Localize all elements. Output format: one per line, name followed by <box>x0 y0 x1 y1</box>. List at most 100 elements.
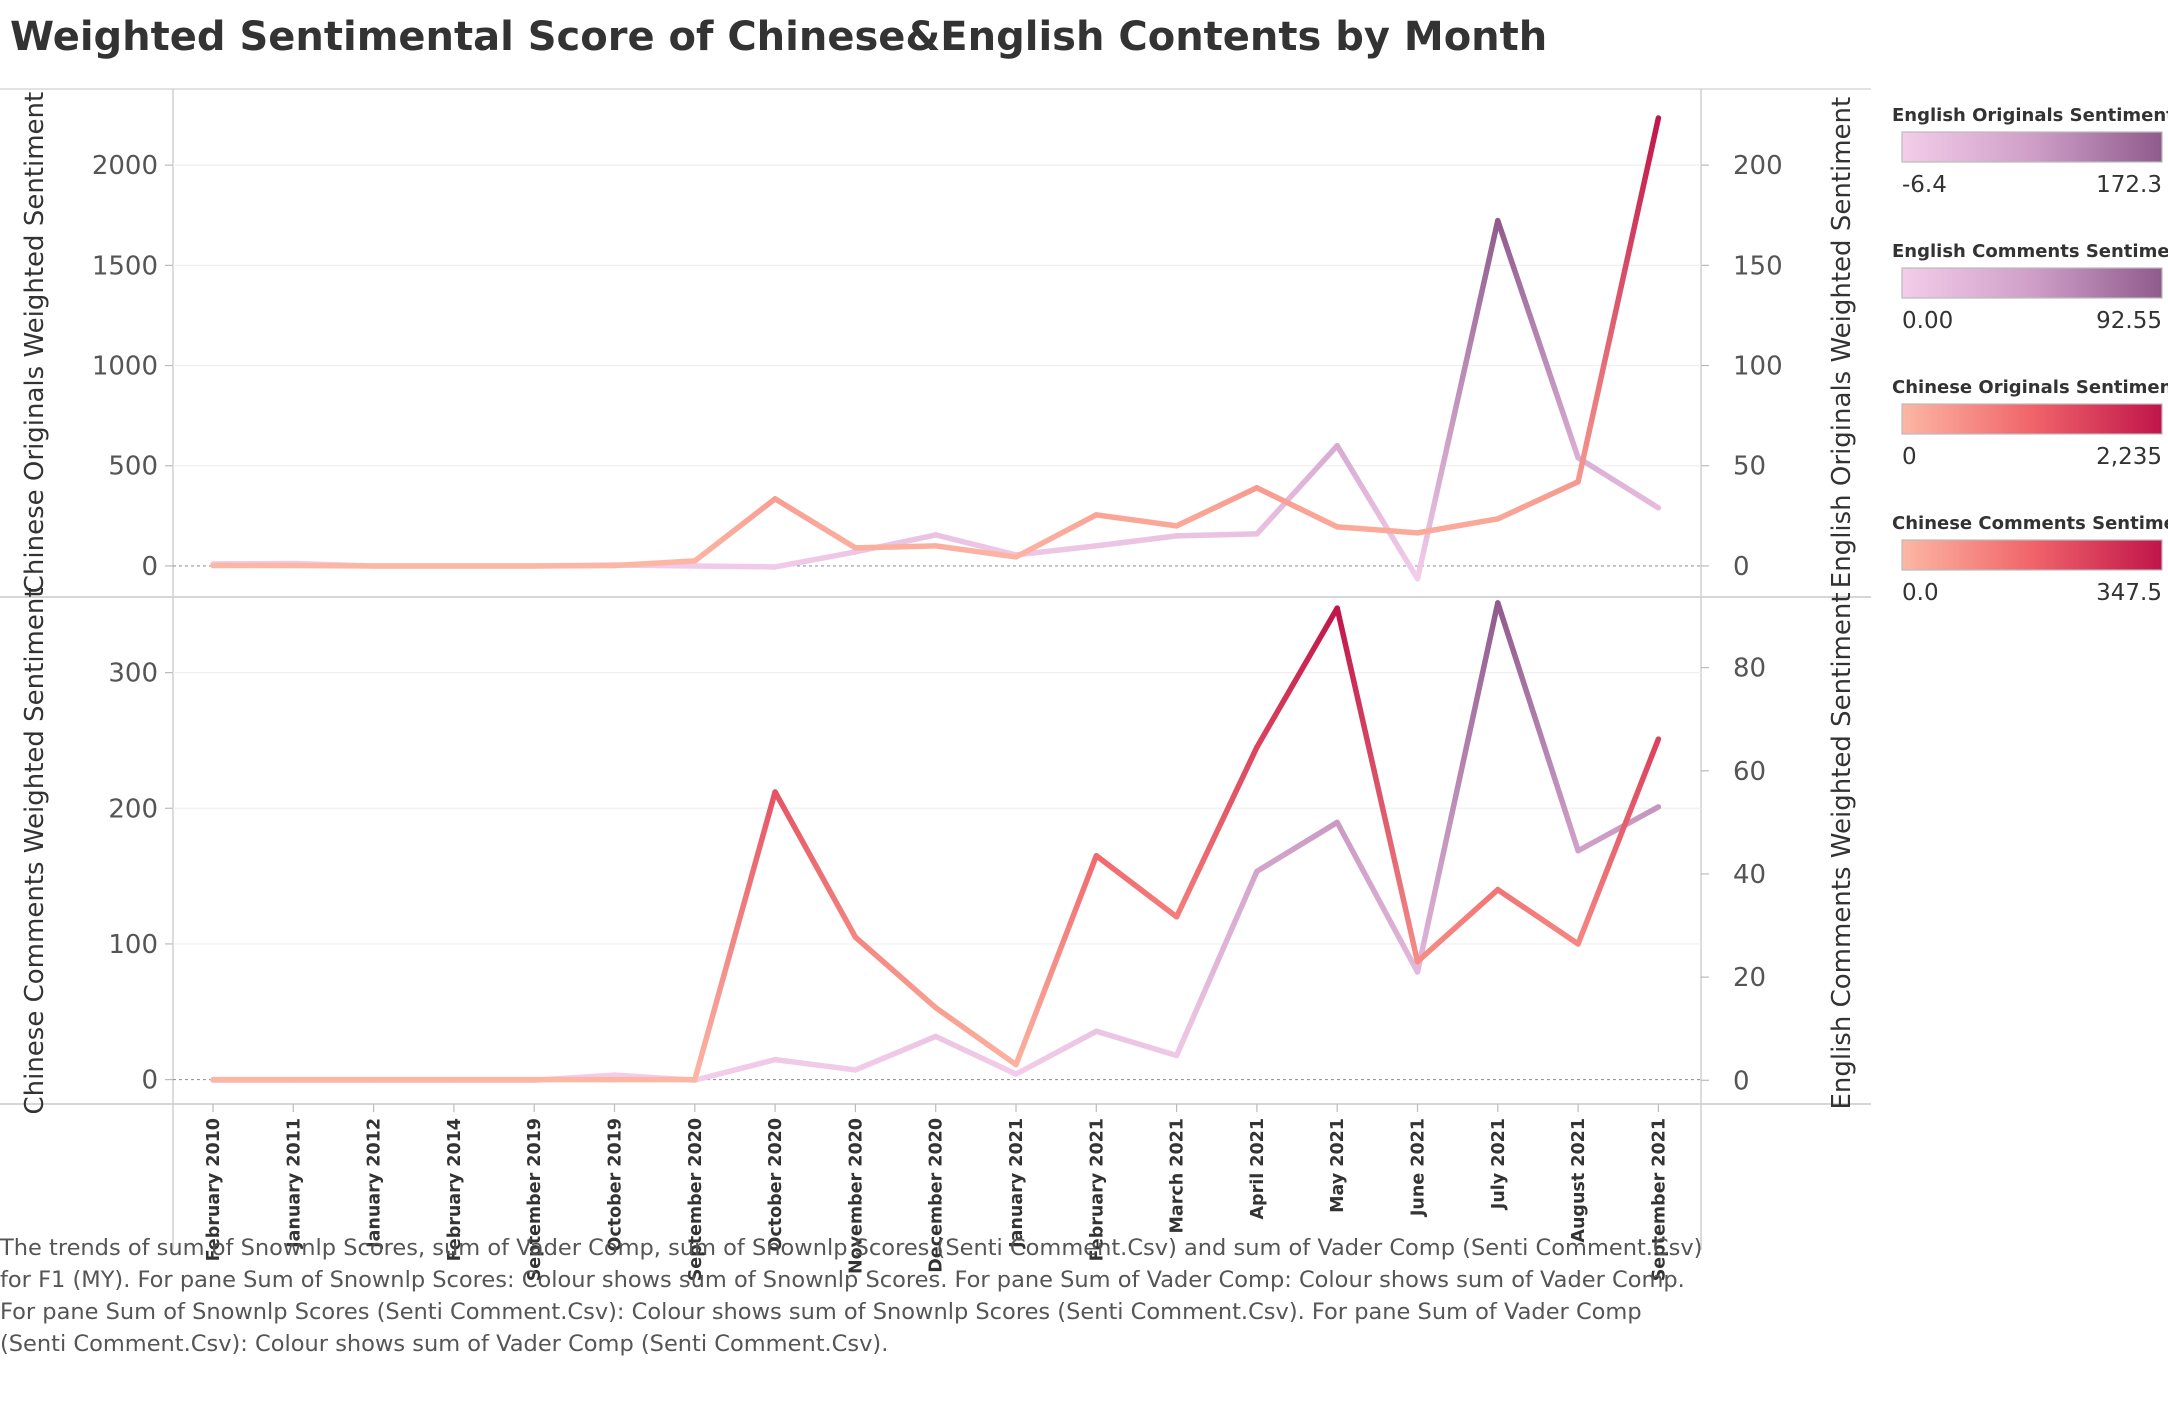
series-segment-chinese-originals-sentiment <box>1093 512 1180 529</box>
left-tick-label: 300 <box>108 659 158 689</box>
series-segment-chinese-originals-sentiment <box>1334 524 1421 536</box>
series-segment-chinese-comments-sentiment <box>1414 886 1501 965</box>
right-tick-label: 200 <box>1733 151 1783 181</box>
series-segment-english-originals-sentiment <box>1093 533 1180 549</box>
series-segment-chinese-originals-sentiment <box>772 496 859 551</box>
series-segment-english-originals-sentiment <box>1575 454 1662 511</box>
right-tick-label: 60 <box>1733 757 1766 787</box>
chart-caption: The trends of sum of Snownlp Scores, sum… <box>0 1232 1720 1360</box>
series-segment-english-comments-sentiment <box>932 1033 1019 1077</box>
series-segment-english-originals-sentiment <box>932 532 1019 558</box>
series-segment-english-comments-sentiment <box>852 1033 939 1073</box>
legend-min-label: 0.00 <box>1902 308 1953 334</box>
legend-title: English Originals Sentiment <box>1892 105 2168 126</box>
right-tick-label: 150 <box>1733 251 1783 281</box>
x-tick-label: September 2020 <box>686 1118 706 1281</box>
series-segment-english-comments-sentiment <box>1575 804 1662 854</box>
series-segment-chinese-comments-sentiment <box>1013 852 1100 1068</box>
series-segment-english-comments-sentiment <box>1254 819 1340 875</box>
x-tick-label: August 2021 <box>1569 1118 1589 1243</box>
right-axis-title: English Originals Weighted Sentiment <box>1827 97 1857 588</box>
series-segment-chinese-comments-sentiment <box>1173 744 1260 920</box>
left-tick-label: 0 <box>141 552 158 582</box>
legend-min-label: -6.4 <box>1902 172 1947 198</box>
series-segment-english-comments-sentiment <box>692 1056 778 1084</box>
x-tick-label: January 2012 <box>365 1118 385 1249</box>
series-segment-chinese-comments-sentiment <box>1254 605 1340 750</box>
series-segment-english-originals-sentiment <box>1495 217 1581 461</box>
series-segment-chinese-originals-sentiment <box>1414 516 1501 536</box>
x-tick-label: July 2021 <box>1489 1118 1509 1210</box>
legend-min-label: 0 <box>1902 444 1917 470</box>
left-tick-label: 0 <box>141 1066 158 1096</box>
series-segment-english-comments-sentiment <box>1013 1028 1100 1077</box>
series-segment-chinese-comments-sentiment <box>1575 736 1662 947</box>
left-tick-label: 2000 <box>92 151 158 181</box>
series-segment-chinese-comments-sentiment <box>932 1004 1019 1068</box>
legend-color-ramp <box>1901 267 2163 299</box>
legend-title: Chinese Comments Sentiment <box>1892 513 2168 534</box>
left-axis-title: Chinese Comments Weighted Sentiment <box>20 587 50 1114</box>
x-tick-label: March 2021 <box>1168 1118 1188 1234</box>
series-segment-chinese-comments-sentiment <box>772 789 859 940</box>
left-axis-title: Chinese Originals Weighted Sentiment <box>20 92 50 593</box>
right-tick-label: 100 <box>1733 352 1783 382</box>
legend-max-label: 172.3 <box>2096 172 2162 198</box>
legend-max-label: 347.5 <box>2096 580 2162 606</box>
left-tick-label: 200 <box>108 794 158 824</box>
legend-color-ramp <box>1901 131 2163 163</box>
series-segment-chinese-originals-sentiment <box>1013 512 1100 560</box>
series-segment-english-originals-sentiment <box>692 563 778 570</box>
right-tick-label: 80 <box>1733 654 1766 684</box>
legend-min-label: 0.0 <box>1902 580 1939 606</box>
legend-color-ramp <box>1901 539 2163 571</box>
series-segment-english-comments-sentiment <box>1173 868 1260 1059</box>
series-segment-chinese-originals-sentiment <box>1575 115 1662 485</box>
series-segment-chinese-originals-sentiment <box>692 496 778 564</box>
series-segment-english-originals-sentiment <box>1414 217 1501 582</box>
series-segment-chinese-originals-sentiment <box>1495 479 1581 522</box>
right-tick-label: 0 <box>1733 552 1750 582</box>
x-tick-label: September 2019 <box>525 1118 545 1281</box>
series-segment-english-comments-sentiment <box>772 1056 859 1073</box>
x-tick-label: September 2021 <box>1649 1118 1669 1281</box>
left-tick-label: 1500 <box>92 251 158 281</box>
series-segment-chinese-originals-sentiment <box>1173 485 1260 529</box>
x-tick-label: February 2014 <box>445 1118 465 1261</box>
left-tick-label: 100 <box>108 930 158 960</box>
caption-line: (Senti Comment.Csv): Colour shows sum of… <box>0 1331 889 1357</box>
series-segment-chinese-originals-sentiment <box>932 543 1019 560</box>
right-tick-label: 0 <box>1733 1066 1750 1096</box>
x-tick-label: June 2021 <box>1409 1118 1429 1217</box>
x-tick-label: December 2020 <box>927 1118 947 1273</box>
x-tick-label: February 2021 <box>1087 1118 1107 1261</box>
x-tick-label: November 2020 <box>846 1118 866 1274</box>
x-tick-label: January 2011 <box>284 1118 304 1249</box>
caption-line: The trends of sum of Snownlp Scores, sum… <box>0 1235 1703 1261</box>
legend-max-label: 2,235 <box>2096 444 2162 470</box>
legend-max-label: 92.55 <box>2096 308 2162 334</box>
series-segment-chinese-comments-sentiment <box>1334 605 1421 965</box>
series-segment-chinese-originals-sentiment <box>852 543 939 551</box>
right-tick-label: 50 <box>1733 452 1766 482</box>
caption-line: for F1 (MY). For pane Sum of Snownlp Sco… <box>0 1267 1685 1293</box>
series-segment-chinese-comments-sentiment <box>1495 886 1581 947</box>
x-tick-label: February 2010 <box>204 1118 224 1261</box>
series-segment-english-originals-sentiment <box>772 549 859 570</box>
x-tick-label: May 2021 <box>1328 1118 1348 1213</box>
series-segment-english-comments-sentiment <box>1334 819 1421 975</box>
series-segment-english-originals-sentiment <box>1173 531 1260 539</box>
x-tick-label: October 2019 <box>606 1118 626 1251</box>
chart-title: Weighted Sentimental Score of Chinese&En… <box>10 14 1548 60</box>
series-segment-english-comments-sentiment <box>1495 600 1581 854</box>
series-segment-english-comments-sentiment <box>1093 1028 1180 1059</box>
legend-title: Chinese Originals Sentiment <box>1892 377 2168 398</box>
series-segment-english-originals-sentiment <box>1254 442 1340 537</box>
series-segment-english-comments-sentiment <box>1414 600 1501 975</box>
series-segment-chinese-comments-sentiment <box>692 789 778 1083</box>
left-tick-label: 1000 <box>92 352 158 382</box>
series-segment-chinese-comments-sentiment <box>1093 852 1180 920</box>
legend-color-ramp <box>1901 403 2163 435</box>
legend-title: English Comments Sentiment <box>1892 241 2168 262</box>
